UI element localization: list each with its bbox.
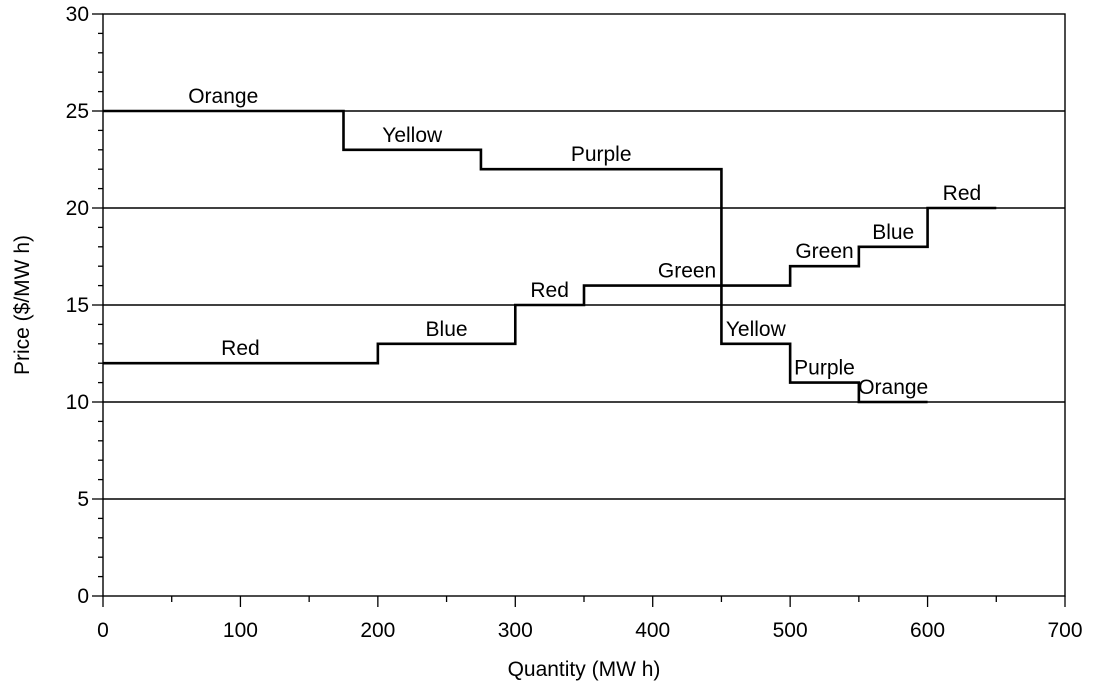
x-tick-label: 0 (97, 619, 109, 642)
step-label: Orange (188, 85, 258, 108)
step-label: Yellow (726, 318, 787, 341)
step-label: Purple (794, 357, 855, 380)
series-layer (103, 109, 997, 404)
x-tick-label: 400 (635, 619, 670, 642)
y-tick-label: 20 (66, 197, 89, 220)
y-tick-label: 15 (66, 294, 89, 317)
x-axis-title: Quantity (MW h) (508, 658, 661, 681)
y-axis-title: Price ($/MW h) (11, 235, 34, 375)
step-label: Green (658, 260, 716, 283)
y-tick-label: 30 (66, 3, 89, 26)
step-label: Blue (872, 221, 914, 244)
step-label: Blue (426, 318, 468, 341)
step-label: Orange (858, 376, 928, 399)
step-label: Green (795, 240, 853, 263)
y-tick-label: 25 (66, 100, 89, 123)
step-series-2 (103, 206, 997, 365)
step-label: Yellow (382, 124, 443, 147)
step-series-1 (103, 109, 928, 404)
y-tick-label: 10 (66, 391, 89, 414)
step-label: Red (221, 337, 260, 360)
x-tick-label: 200 (360, 619, 395, 642)
step-label: Purple (571, 143, 632, 166)
x-tick-label: 600 (910, 619, 945, 642)
y-tick-label: 5 (77, 488, 89, 511)
x-tick-label: 100 (223, 619, 258, 642)
plot-frame (102, 13, 1066, 597)
x-tick-label: 700 (1047, 619, 1082, 642)
step-label: Red (530, 279, 569, 302)
step-labels: OrangeYellowPurpleYellowPurpleOrangeRedB… (188, 85, 981, 399)
y-tick-label: 0 (77, 585, 89, 608)
step-label: Red (943, 182, 982, 205)
x-tick-label: 300 (498, 619, 533, 642)
x-tick-label: 500 (773, 619, 808, 642)
